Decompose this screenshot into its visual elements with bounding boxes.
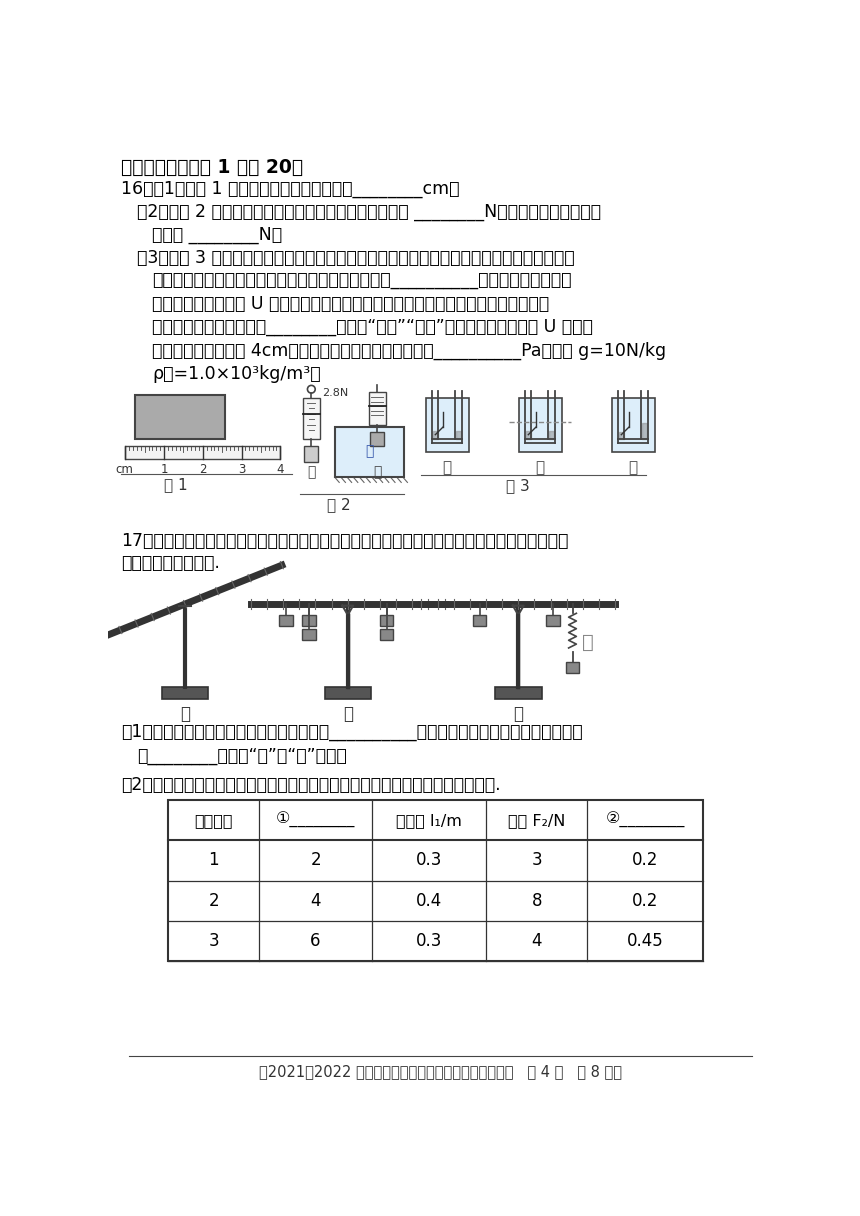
- Bar: [379, 629, 394, 641]
- Text: 甲: 甲: [442, 460, 452, 475]
- Bar: [135, 395, 224, 439]
- Text: 【2021＆2022 学年度第二学期八年级物理期末测试试题   第 4 页   共 8 页】: 【2021＆2022 学年度第二学期八年级物理期末测试试题 第 4 页 共 8 …: [259, 1064, 623, 1079]
- Text: （1）实验前杠杆如图甲所示，为使杠杆处在__________平衡状态，应将杠杆右端的平衡螺母: （1）实验前杠杆如图甲所示，为使杠杆处在__________平衡状态，应将杠杆右…: [121, 724, 583, 742]
- Text: 4: 4: [531, 931, 542, 950]
- Text: 水: 水: [366, 445, 373, 458]
- Bar: [369, 393, 386, 424]
- Text: 2: 2: [199, 463, 206, 477]
- Text: 图 1: 图 1: [164, 477, 187, 492]
- Text: 体的压强随深度的增加而________（选填“增大”“减小”）；如图丙，静止后 U 型管左: 体的压强随深度的增加而________（选填“增大”“减小”）；如图丙，静止后 …: [152, 319, 593, 337]
- Bar: [168, 800, 703, 961]
- Text: 甲: 甲: [180, 705, 190, 724]
- Text: 图 3: 图 3: [507, 479, 530, 494]
- Bar: [472, 615, 487, 626]
- Bar: [426, 399, 469, 452]
- Text: 浮力是 ________N。: 浮力是 ________N。: [152, 226, 283, 244]
- Text: 0.45: 0.45: [627, 931, 663, 950]
- Text: 0.4: 0.4: [416, 891, 442, 910]
- Text: 0.3: 0.3: [416, 851, 442, 869]
- Text: 阻力 F₂/N: 阻力 F₂/N: [508, 814, 566, 828]
- Text: 可以得到：在同一深度，液体内部向各个方向的压强__________；在乙图中把探头慢: 可以得到：在同一深度，液体内部向各个方向的压强__________；在乙图中把探…: [152, 272, 572, 291]
- Text: （3）如图 3 所示，是用微小压强计探究液体内部压强特点的情境，比较甲图、乙图和丙图，: （3）如图 3 所示，是用微小压强计探究液体内部压强特点的情境，比较甲图、乙图和…: [137, 249, 574, 268]
- Text: 2.8N: 2.8N: [322, 388, 348, 398]
- Text: （2）记录实验数据的表格如表所示，请将表头栏目、实验所记录的数据补充完整.: （2）记录实验数据的表格如表所示，请将表头栏目、实验所记录的数据补充完整.: [121, 776, 501, 794]
- Bar: [566, 662, 580, 674]
- Text: 慢下移，可以观察到 U 形管两边液体的高度差增大，从而得到：在同一种液体里，液: 慢下移，可以观察到 U 形管两边液体的高度差增大，从而得到：在同一种液体里，液: [152, 295, 550, 314]
- Bar: [126, 446, 280, 458]
- Text: 乙: 乙: [343, 705, 353, 724]
- Text: ✋: ✋: [582, 634, 593, 652]
- Text: 0.2: 0.2: [632, 891, 658, 910]
- Bar: [379, 615, 394, 626]
- Text: 3: 3: [531, 851, 542, 869]
- Text: ②________: ②________: [605, 812, 685, 828]
- Bar: [302, 629, 316, 641]
- Bar: [335, 427, 404, 477]
- Text: 乙: 乙: [373, 466, 381, 479]
- Text: cm: cm: [115, 463, 133, 477]
- Text: 8: 8: [531, 891, 542, 910]
- Text: 16．（1）如图 1 所示，图甲中木块的长度为________cm。: 16．（1）如图 1 所示，图甲中木块的长度为________cm。: [121, 180, 460, 198]
- Text: （2）如图 2 所示，根据图中信息可知，金属块的重力是 ________N，金属块在水中受到的: （2）如图 2 所示，根据图中信息可知，金属块的重力是 ________N，金属…: [137, 203, 601, 221]
- Bar: [546, 615, 560, 626]
- Text: 6: 6: [310, 931, 321, 950]
- Text: 向________（选填“左”或“右”）调。: 向________（选填“左”或“右”）调。: [137, 747, 347, 765]
- Text: 17．如图所示，利用鐵架台、带有刻度的杠杆、细线、弹簧测力计、数量足够的钓码等实验器材: 17．如图所示，利用鐵架台、带有刻度的杠杆、细线、弹簧测力计、数量足够的钓码等实…: [121, 533, 568, 551]
- Text: ①________: ①________: [276, 812, 355, 828]
- Bar: [279, 615, 292, 626]
- Text: 探究杠杆的平衡条件.: 探究杠杆的平衡条件.: [121, 554, 220, 572]
- Text: 实验次数: 实验次数: [194, 814, 233, 828]
- Bar: [324, 687, 371, 699]
- Bar: [519, 399, 562, 452]
- Text: 图 2: 图 2: [327, 497, 350, 512]
- Bar: [495, 687, 542, 699]
- Text: 3: 3: [208, 931, 219, 950]
- Bar: [302, 615, 316, 626]
- Text: 丙: 丙: [629, 460, 637, 475]
- Text: 右两侧水柱高度差为 4cm，则橡皮膜在水中受到的压强为__________Pa。（取 g=10N/kg: 右两侧水柱高度差为 4cm，则橡皮膜在水中受到的压强为__________Pa。…: [152, 342, 667, 360]
- Text: 2: 2: [310, 851, 321, 869]
- Bar: [612, 399, 654, 452]
- Text: 四、实验题（每空 1 分共 20）: 四、实验题（每空 1 分共 20）: [121, 158, 304, 178]
- Text: 0.3: 0.3: [416, 931, 442, 950]
- Text: 乙: 乙: [536, 460, 544, 475]
- Text: 丙: 丙: [513, 705, 523, 724]
- Text: 4: 4: [277, 463, 284, 477]
- Bar: [304, 446, 318, 462]
- Bar: [303, 399, 320, 439]
- Text: 动力臂 l₁/m: 动力臂 l₁/m: [396, 814, 462, 828]
- Text: 1: 1: [160, 463, 168, 477]
- Bar: [370, 433, 384, 446]
- Text: 3: 3: [238, 463, 245, 477]
- Text: 2: 2: [208, 891, 219, 910]
- Text: 1: 1: [208, 851, 219, 869]
- Text: 4: 4: [310, 891, 321, 910]
- Bar: [162, 687, 208, 699]
- Text: 甲: 甲: [307, 466, 316, 479]
- Text: 0.2: 0.2: [632, 851, 658, 869]
- Text: ρ水=1.0×10³kg/m³）: ρ水=1.0×10³kg/m³）: [152, 365, 321, 383]
